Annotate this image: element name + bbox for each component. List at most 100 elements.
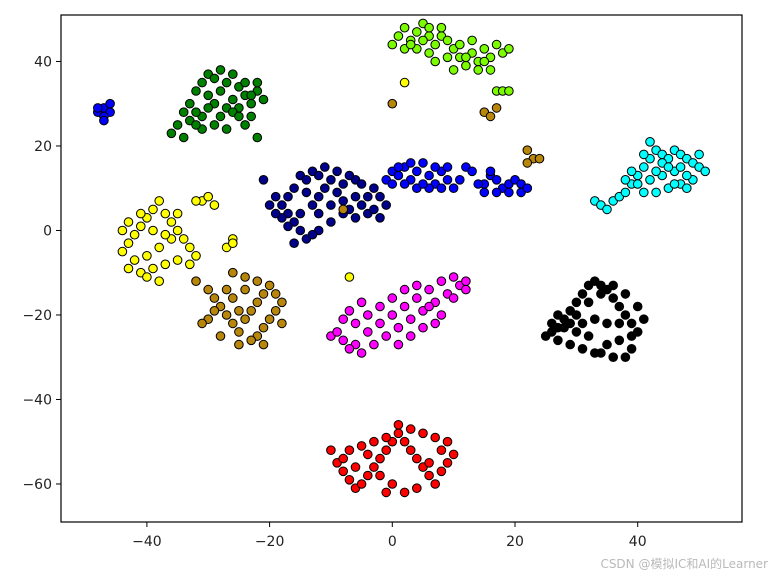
data-point bbox=[491, 175, 502, 185]
data-point bbox=[571, 297, 582, 308]
data-point bbox=[436, 445, 447, 456]
data-point bbox=[338, 335, 349, 346]
data-point bbox=[326, 445, 336, 456]
data-point bbox=[405, 158, 416, 168]
data-point bbox=[240, 284, 250, 295]
data-point bbox=[583, 331, 594, 341]
data-point bbox=[191, 120, 201, 130]
data-point bbox=[375, 191, 385, 202]
data-point bbox=[369, 204, 379, 215]
data-point bbox=[142, 251, 152, 261]
data-point bbox=[412, 293, 422, 303]
data-point bbox=[436, 276, 447, 287]
data-point bbox=[191, 86, 201, 96]
data-point bbox=[675, 162, 686, 172]
data-point bbox=[620, 289, 631, 299]
data-point bbox=[338, 453, 349, 464]
data-point bbox=[473, 65, 484, 75]
data-point bbox=[301, 175, 312, 185]
data-point bbox=[448, 449, 459, 460]
data-point bbox=[596, 289, 606, 299]
data-point bbox=[191, 107, 201, 117]
data-point bbox=[430, 318, 441, 329]
x-tick-label: 40 bbox=[629, 534, 647, 550]
data-point bbox=[313, 191, 324, 202]
data-point bbox=[547, 318, 557, 329]
data-point bbox=[197, 77, 207, 88]
data-point bbox=[583, 297, 594, 308]
data-point bbox=[405, 331, 416, 341]
data-point bbox=[669, 179, 680, 189]
data-point bbox=[387, 310, 398, 320]
data-point bbox=[160, 229, 171, 240]
data-point bbox=[620, 175, 631, 185]
data-point bbox=[277, 318, 287, 329]
data-point bbox=[393, 428, 404, 439]
data-point bbox=[375, 213, 385, 223]
data-point bbox=[412, 280, 422, 291]
data-point bbox=[332, 166, 342, 177]
data-point bbox=[154, 196, 164, 206]
data-point bbox=[399, 487, 410, 498]
data-point bbox=[639, 314, 649, 325]
data-point bbox=[430, 432, 441, 443]
data-point bbox=[626, 166, 637, 177]
data-point bbox=[651, 187, 661, 198]
data-point bbox=[596, 348, 606, 358]
data-point bbox=[295, 208, 306, 219]
data-point bbox=[399, 179, 410, 189]
data-point bbox=[160, 208, 171, 219]
data-point bbox=[264, 200, 275, 210]
data-point bbox=[620, 310, 631, 320]
data-point bbox=[338, 196, 349, 206]
data-point bbox=[246, 90, 256, 101]
data-point bbox=[412, 166, 422, 177]
data-point bbox=[209, 200, 220, 210]
data-point bbox=[209, 73, 220, 84]
data-point bbox=[363, 310, 373, 320]
series-7 bbox=[326, 272, 471, 358]
data-point bbox=[234, 306, 244, 316]
data-point bbox=[448, 65, 459, 75]
data-point bbox=[393, 170, 404, 181]
data-point bbox=[381, 487, 392, 498]
data-point bbox=[639, 187, 649, 198]
data-point bbox=[117, 225, 128, 236]
data-point bbox=[209, 293, 220, 303]
data-point bbox=[185, 98, 195, 109]
data-point bbox=[258, 94, 269, 105]
data-point bbox=[172, 255, 183, 265]
data-point bbox=[534, 153, 545, 164]
data-point bbox=[338, 466, 349, 477]
data-point bbox=[565, 318, 576, 329]
data-point bbox=[626, 344, 637, 354]
data-point bbox=[99, 115, 109, 126]
data-point bbox=[344, 344, 355, 354]
data-point bbox=[240, 120, 250, 130]
data-point bbox=[258, 289, 269, 299]
data-point bbox=[455, 39, 465, 50]
data-point bbox=[191, 196, 201, 206]
x-axis: −40 −20 0 20 40 bbox=[132, 522, 647, 550]
data-point bbox=[553, 335, 563, 346]
data-point bbox=[436, 183, 447, 193]
data-point bbox=[467, 166, 477, 177]
data-point bbox=[369, 183, 379, 193]
data-point bbox=[369, 462, 379, 472]
data-point bbox=[129, 229, 140, 240]
data-point bbox=[393, 162, 404, 172]
data-point bbox=[252, 297, 263, 308]
data-point bbox=[553, 310, 563, 320]
data-point bbox=[522, 145, 533, 155]
data-point bbox=[405, 39, 416, 50]
data-point bbox=[289, 183, 299, 193]
y-tick-label: −40 bbox=[22, 392, 52, 408]
data-point bbox=[234, 111, 244, 122]
data-point bbox=[154, 276, 164, 287]
data-point bbox=[356, 348, 367, 358]
data-point bbox=[602, 204, 612, 215]
data-point bbox=[203, 191, 213, 202]
data-point bbox=[424, 470, 434, 481]
data-point bbox=[387, 293, 398, 303]
data-point bbox=[448, 293, 459, 303]
